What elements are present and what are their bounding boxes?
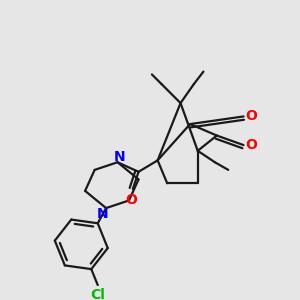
Text: O: O bbox=[245, 138, 257, 152]
Text: O: O bbox=[245, 110, 257, 123]
Text: N: N bbox=[97, 207, 108, 221]
Text: Cl: Cl bbox=[90, 288, 105, 300]
Text: O: O bbox=[125, 194, 137, 207]
Text: N: N bbox=[114, 149, 125, 164]
